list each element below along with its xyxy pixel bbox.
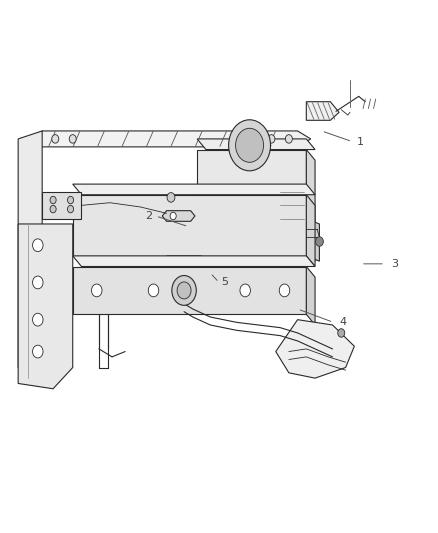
Circle shape <box>148 284 159 297</box>
Polygon shape <box>306 195 315 266</box>
Circle shape <box>69 135 76 143</box>
Circle shape <box>279 284 290 297</box>
Polygon shape <box>29 131 311 147</box>
Text: 1: 1 <box>357 136 364 147</box>
Polygon shape <box>73 184 315 195</box>
Circle shape <box>32 239 43 252</box>
Circle shape <box>236 128 264 163</box>
Polygon shape <box>42 192 81 219</box>
Circle shape <box>268 135 275 143</box>
Circle shape <box>32 313 43 326</box>
Circle shape <box>177 282 191 299</box>
Text: 5: 5 <box>221 278 228 287</box>
Polygon shape <box>73 195 306 256</box>
Polygon shape <box>276 320 354 378</box>
Text: 3: 3 <box>392 259 399 269</box>
Text: 2: 2 <box>145 211 152 221</box>
Polygon shape <box>306 266 315 325</box>
Circle shape <box>240 284 251 297</box>
Circle shape <box>50 196 56 204</box>
Polygon shape <box>306 102 339 120</box>
Circle shape <box>32 276 43 289</box>
Polygon shape <box>166 256 201 280</box>
Polygon shape <box>306 219 319 261</box>
Circle shape <box>67 196 74 204</box>
Circle shape <box>229 120 271 171</box>
Circle shape <box>167 192 175 202</box>
Polygon shape <box>18 131 42 370</box>
Polygon shape <box>73 266 306 314</box>
Circle shape <box>315 237 323 246</box>
Circle shape <box>172 276 196 305</box>
Circle shape <box>32 345 43 358</box>
Circle shape <box>286 135 292 143</box>
Circle shape <box>170 212 176 220</box>
Circle shape <box>92 284 102 297</box>
Polygon shape <box>18 224 73 389</box>
Polygon shape <box>306 150 315 261</box>
Polygon shape <box>162 211 195 221</box>
Text: 4: 4 <box>339 317 346 327</box>
Circle shape <box>50 205 56 213</box>
Polygon shape <box>73 256 315 266</box>
Circle shape <box>52 135 59 143</box>
Polygon shape <box>197 150 306 251</box>
Circle shape <box>67 205 74 213</box>
Polygon shape <box>197 139 315 150</box>
Circle shape <box>338 329 345 337</box>
